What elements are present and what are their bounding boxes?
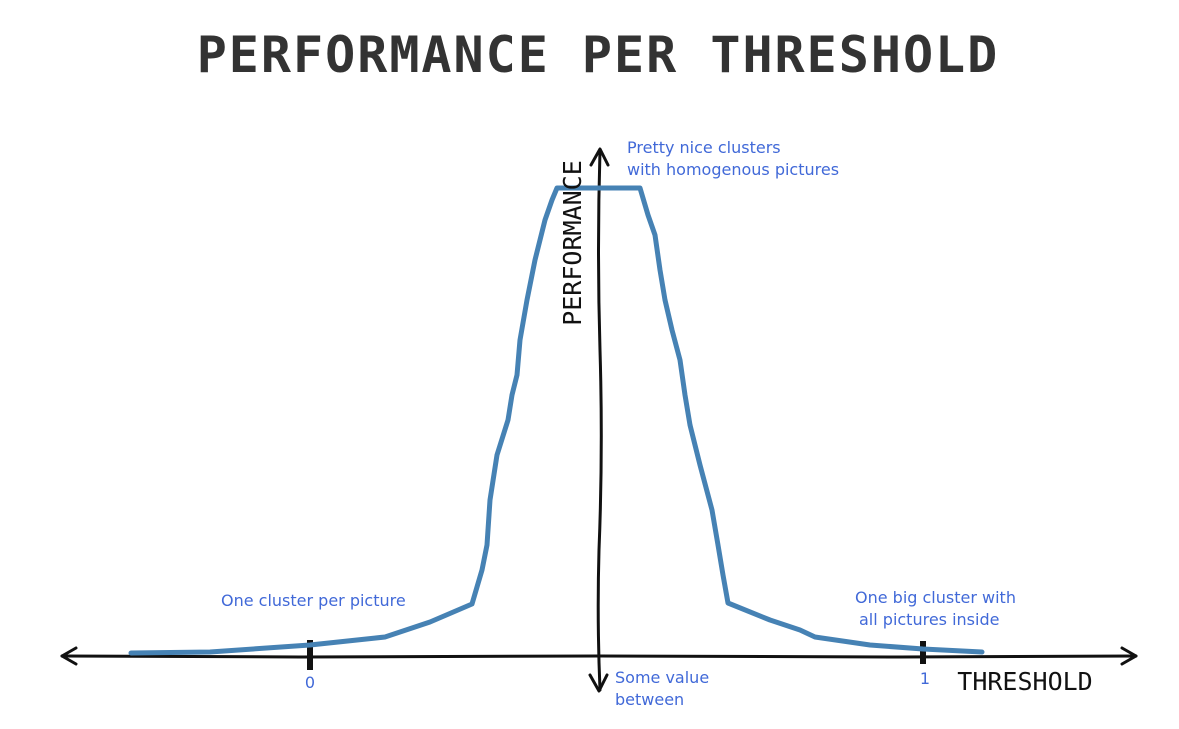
annotation-middle-line2: between xyxy=(615,690,684,709)
diagram-title: PERFORMANCE PER THRESHOLD xyxy=(197,26,1000,84)
tick-label-zero: 0 xyxy=(305,673,315,692)
annotation-right-line1: One big cluster with xyxy=(855,588,1016,607)
y-axis-bottom-arrow-icon xyxy=(588,673,609,693)
y-axis-line xyxy=(596,148,603,692)
y-axis-top-arrow-icon xyxy=(589,147,610,167)
annotation-left: One cluster per picture xyxy=(221,591,406,610)
annotation-right-line2: all pictures inside xyxy=(859,610,999,629)
x-axis-left-arrow-icon xyxy=(60,646,78,666)
annotation-peak-line1: Pretty nice clusters xyxy=(627,138,781,157)
y-axis xyxy=(588,147,610,693)
x-axis-label: THRESHOLD xyxy=(957,667,1092,696)
annotation-middle-line1: Some value xyxy=(615,668,709,687)
x-axis-right-arrow-icon xyxy=(1120,646,1138,666)
y-axis-label: PERFORMANCE xyxy=(558,160,587,326)
tick-label-one: 1 xyxy=(920,669,930,688)
performance-curve xyxy=(128,185,985,656)
annotation-peak-line2: with homogenous pictures xyxy=(627,160,839,179)
